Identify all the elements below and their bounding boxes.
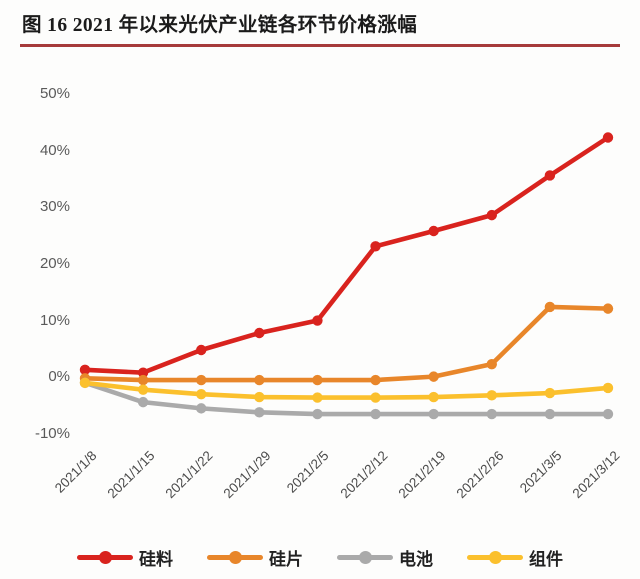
data-point <box>79 377 91 389</box>
data-point <box>137 396 149 408</box>
series-4 <box>79 377 614 403</box>
legend-label: 电池 <box>399 549 433 569</box>
data-point <box>602 303 614 314</box>
data-point <box>254 407 265 418</box>
series-3 <box>79 377 614 420</box>
data-point <box>544 408 556 420</box>
title-divider <box>20 44 620 47</box>
y-axis-tick-label: 0% <box>48 368 70 386</box>
data-point <box>312 315 323 326</box>
legend-label: 组件 <box>529 549 563 569</box>
data-point <box>137 367 149 378</box>
series-line <box>82 135 611 375</box>
series-1 <box>79 132 614 378</box>
data-point <box>544 301 556 313</box>
data-point <box>486 390 497 401</box>
y-axis-tick-label: 40% <box>39 141 70 159</box>
data-point <box>312 392 323 403</box>
legend-marker-icon <box>337 550 393 564</box>
legend-item-4[interactable]: 组件 <box>467 545 563 570</box>
data-point <box>602 132 614 143</box>
page-title: 图 16 2021 年以来光伏产业链各环节价格涨幅 <box>22 15 418 36</box>
legend-marker-icon <box>77 550 133 564</box>
data-point <box>312 374 323 386</box>
data-point <box>254 327 265 339</box>
data-point <box>196 374 207 386</box>
data-point <box>486 209 497 221</box>
data-point <box>196 403 207 414</box>
data-point <box>486 358 497 370</box>
data-point <box>544 170 556 181</box>
series-line <box>82 380 611 400</box>
series-line <box>82 304 611 383</box>
series-line <box>82 380 611 417</box>
y-axis-tick-label: 30% <box>39 198 70 216</box>
y-axis-tick-label: 50% <box>39 85 70 102</box>
y-axis-tick-label: 20% <box>39 255 70 272</box>
data-point <box>312 408 323 420</box>
legend-item-3[interactable]: 电池 <box>337 545 433 570</box>
data-point <box>196 344 207 356</box>
legend-dot <box>229 551 242 564</box>
data-point <box>79 364 91 376</box>
data-point <box>254 374 265 386</box>
data-point <box>428 225 439 237</box>
data-point <box>428 371 439 382</box>
data-point <box>370 374 381 386</box>
legend-label: 硅料 <box>139 549 173 569</box>
legend-dot <box>489 551 502 564</box>
line-chart-svg <box>79 132 614 420</box>
y-axis-tick-label: -10% <box>34 425 70 442</box>
legend-item-1[interactable]: 硅料 <box>77 545 173 570</box>
legend-dot <box>99 551 112 564</box>
data-point <box>370 408 381 420</box>
data-point <box>254 391 265 403</box>
data-point <box>428 408 439 420</box>
data-point <box>544 387 556 399</box>
data-point <box>370 241 381 252</box>
data-point <box>602 382 614 394</box>
data-point <box>486 408 497 420</box>
y-axis-tick-label: 10% <box>39 311 70 329</box>
legend-dot <box>359 551 372 564</box>
data-point <box>137 384 149 395</box>
legend-marker-icon <box>467 550 523 564</box>
data-point <box>196 389 207 400</box>
figure-title-bar: 图 16 2021 年以来光伏产业链各环节价格涨幅 <box>0 0 640 52</box>
legend-label: 硅片 <box>269 549 303 569</box>
data-point <box>428 391 439 403</box>
chart-plot-area: 50% 40% 30% 20% 10% 0% -10% 2021/1/8 2021/1/15 2… <box>0 52 640 501</box>
legend-marker-icon <box>207 550 263 564</box>
data-point <box>602 408 614 420</box>
data-point <box>137 374 149 386</box>
data-point <box>370 392 381 403</box>
legend-item-2[interactable]: 硅片 <box>207 545 303 570</box>
series-2 <box>79 301 614 386</box>
chart-legend: 硅料 硅片 电池 组件 <box>0 540 640 574</box>
